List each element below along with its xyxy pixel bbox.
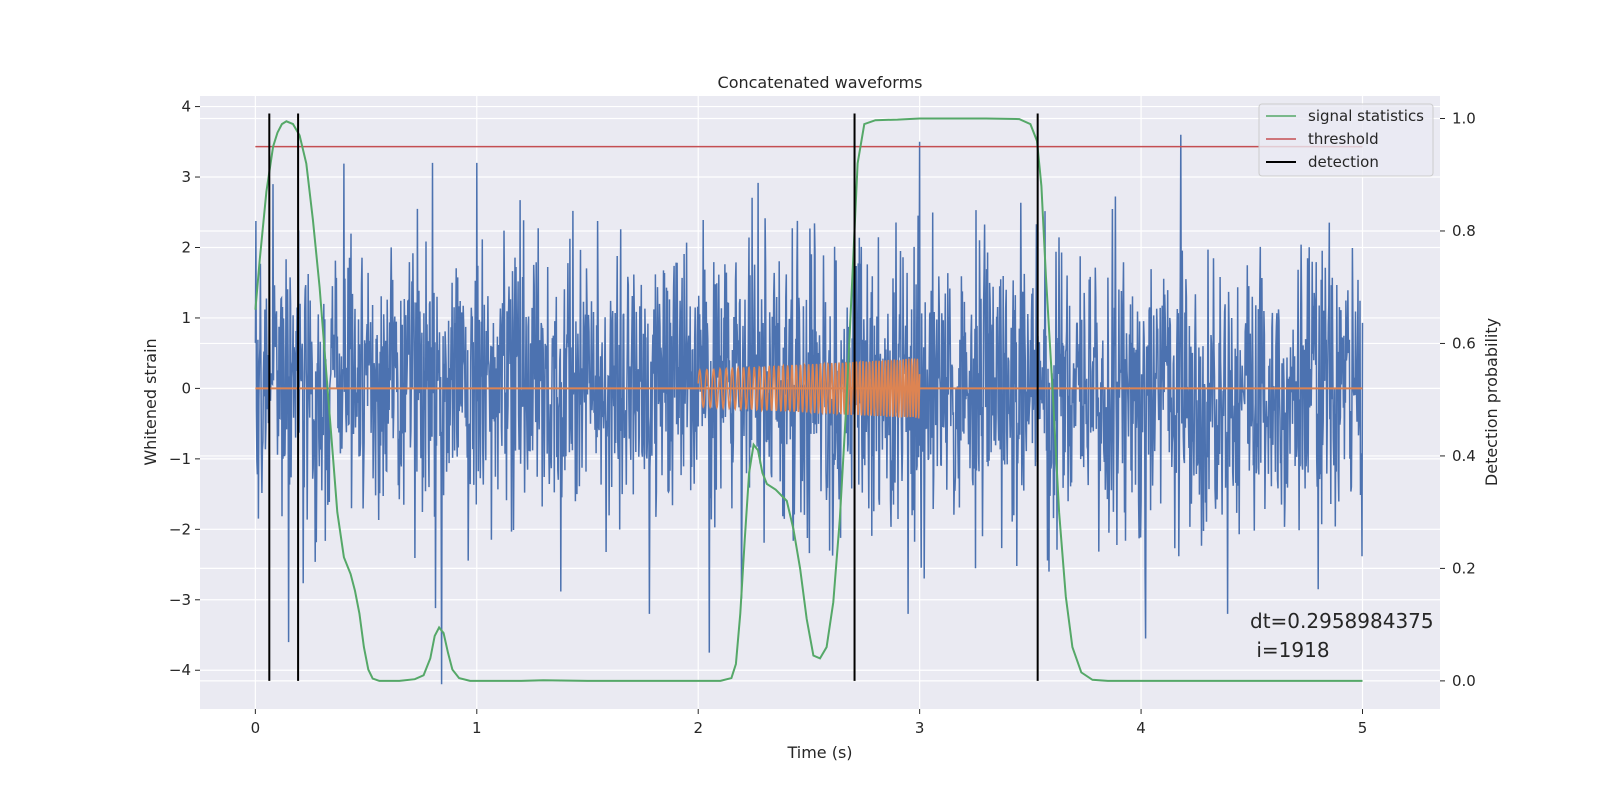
legend-box	[1258, 103, 1434, 177]
y-tick-label: 4	[181, 98, 191, 116]
y-right-tick-label: 1.0	[1452, 109, 1476, 127]
y-right-tick-label: 0.4	[1452, 447, 1476, 465]
annotation-index: i=1918	[1250, 638, 1330, 662]
y-tick-label: −4	[169, 661, 191, 679]
y-tick-label: −2	[169, 520, 191, 538]
y-right-tick-label: 0.0	[1452, 672, 1476, 690]
legend-label-threshold: threshold	[1308, 130, 1379, 148]
x-tick-label: 5	[1358, 719, 1368, 737]
legend-label-detection: detection	[1308, 153, 1379, 171]
y-tick-label: 1	[181, 309, 191, 327]
y-tick-label: 3	[181, 168, 191, 186]
x-tick-label: 0	[251, 719, 261, 737]
annotation-dt: dt=0.2958984375	[1250, 609, 1434, 633]
x-axis-label: Time (s)	[786, 743, 852, 762]
y-axis-label: Whitened strain	[141, 338, 160, 465]
y-right-tick-label: 0.6	[1452, 334, 1476, 352]
x-tick-label: 4	[1136, 719, 1146, 737]
legend: signal statistics threshold detection	[1258, 103, 1434, 177]
x-tick-label: 2	[693, 719, 703, 737]
signal-statistics-line	[254, 117, 1363, 682]
y-tick-label: −3	[169, 591, 191, 609]
legend-label-signal-statistics: signal statistics	[1308, 107, 1424, 125]
series-layer	[254, 113, 1364, 685]
x-tick-label: 1	[472, 719, 482, 737]
y-tick-label: 2	[181, 238, 191, 256]
y-tick-label: 0	[181, 379, 191, 397]
y-tick-label: −1	[169, 450, 191, 468]
chart-title: Concatenated waveforms	[718, 73, 923, 92]
noise-strain-line	[254, 134, 1364, 685]
x-tick-label: 3	[915, 719, 925, 737]
axes: 0 1 2 3 4 5 −4 −3 −2 −1 0 1 2 3 4 0.0 0.2 0.4 0.6 0.8 1.0	[169, 98, 1476, 737]
annotation: dt=0.2958984375 i=1918	[1250, 609, 1434, 662]
y-axis-label-right: Detection probability	[1482, 318, 1501, 486]
y-right-tick-label: 0.2	[1452, 559, 1476, 577]
y-right-tick-label: 0.8	[1452, 222, 1476, 240]
chirp-line	[697, 358, 921, 419]
